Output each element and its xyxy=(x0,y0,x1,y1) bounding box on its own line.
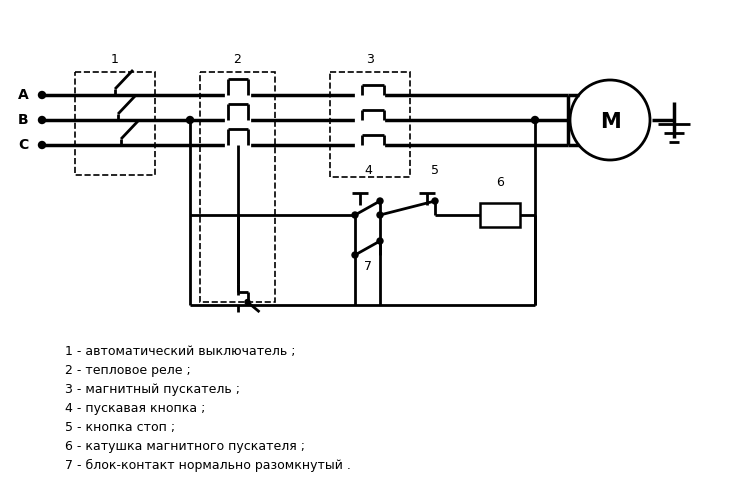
Circle shape xyxy=(39,117,45,124)
Circle shape xyxy=(377,238,383,244)
Text: 3 - магнитный пускатель ;: 3 - магнитный пускатель ; xyxy=(65,383,240,396)
Circle shape xyxy=(377,198,383,204)
Circle shape xyxy=(39,141,45,148)
Bar xyxy=(480,203,520,227)
Circle shape xyxy=(245,300,250,305)
Circle shape xyxy=(432,198,438,204)
Text: 4: 4 xyxy=(364,164,372,177)
Text: 6 - катушка магнитного пускателя ;: 6 - катушка магнитного пускателя ; xyxy=(65,440,305,453)
Text: C: C xyxy=(18,138,29,152)
Text: A: A xyxy=(18,88,29,102)
Circle shape xyxy=(39,91,45,99)
Circle shape xyxy=(377,212,383,218)
Text: 6: 6 xyxy=(496,176,504,189)
Circle shape xyxy=(352,212,358,218)
Text: 1: 1 xyxy=(111,53,119,66)
Text: M: M xyxy=(600,112,621,132)
Text: 7: 7 xyxy=(364,260,372,273)
Text: 5 - кнопка стоп ;: 5 - кнопка стоп ; xyxy=(65,421,175,434)
Text: 5: 5 xyxy=(431,164,439,177)
Text: 2 - тепловое реле ;: 2 - тепловое реле ; xyxy=(65,364,191,377)
Circle shape xyxy=(531,117,539,124)
Circle shape xyxy=(187,117,193,124)
Circle shape xyxy=(352,252,358,258)
Text: 7 - блок-контакт нормально разомкнутый .: 7 - блок-контакт нормально разомкнутый . xyxy=(65,459,351,472)
Text: 2: 2 xyxy=(234,53,242,66)
Text: 3: 3 xyxy=(366,53,374,66)
Text: 4 - пускавая кнопка ;: 4 - пускавая кнопка ; xyxy=(65,402,206,415)
Bar xyxy=(200,72,275,302)
Text: 1 - автоматический выключатель ;: 1 - автоматический выключатель ; xyxy=(65,345,296,358)
Bar xyxy=(330,72,410,177)
Bar xyxy=(75,72,155,175)
Text: B: B xyxy=(18,113,29,127)
